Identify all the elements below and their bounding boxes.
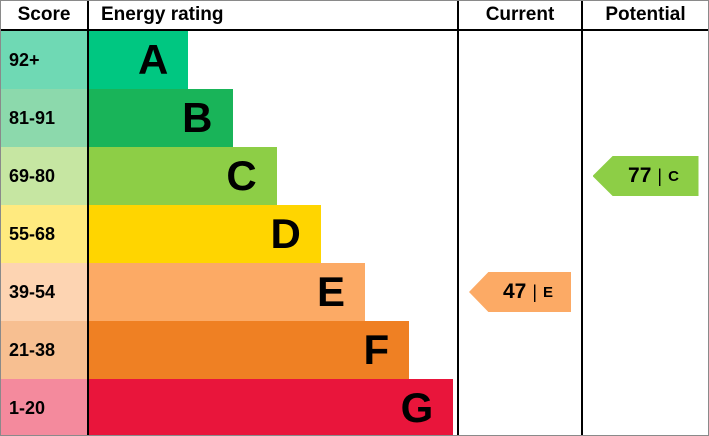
current-rating-band: E <box>543 283 554 301</box>
potential-cell: 77 | C <box>583 147 708 205</box>
band-row-g: 1-20 G <box>1 379 708 435</box>
band-row-b: 81-91 B <box>1 89 708 147</box>
header-score: Score <box>1 1 89 29</box>
band-bar: C <box>89 147 277 205</box>
band-bar: A <box>89 31 189 89</box>
band-score-range: 21-38 <box>1 321 89 379</box>
current-rating-arrow: 47 | E <box>469 272 571 312</box>
potential-rating-value: 77 <box>628 164 652 187</box>
potential-rating-band: C <box>668 167 679 185</box>
current-cell <box>459 89 583 147</box>
band-score-range: 39-54 <box>1 263 89 321</box>
band-row-f: 21-38 F <box>1 321 708 379</box>
potential-cell <box>583 321 708 379</box>
band-bar-track: D <box>89 205 459 263</box>
potential-cell <box>583 379 708 435</box>
current-cell <box>459 321 583 379</box>
band-score-range: 55-68 <box>1 205 89 263</box>
current-cell <box>459 205 583 263</box>
band-letter: F <box>363 326 390 373</box>
band-letter: A <box>138 36 169 83</box>
band-bar: G <box>89 379 454 435</box>
band-score-range: 92+ <box>1 31 89 89</box>
band-letter: B <box>182 94 213 141</box>
header-current: Current <box>459 1 583 29</box>
band-score-range: 69-80 <box>1 147 89 205</box>
band-bar-track: A <box>89 31 459 89</box>
potential-cell <box>583 263 708 321</box>
current-cell: 47 | E <box>459 263 583 321</box>
band-bar-track: C <box>89 147 459 205</box>
current-rating-value: 47 <box>502 280 527 303</box>
arrow-divider: | <box>657 165 663 186</box>
potential-cell <box>583 89 708 147</box>
band-row-c: 69-80 C 77 | C <box>1 147 708 205</box>
band-bar-track: E <box>89 263 459 321</box>
current-cell <box>459 379 583 435</box>
header-row: Score Energy rating Current Potential <box>1 1 708 31</box>
band-bar: F <box>89 321 410 379</box>
potential-cell <box>583 31 708 89</box>
current-cell <box>459 31 583 89</box>
band-bar: B <box>89 89 233 147</box>
header-energy-rating: Energy rating <box>89 1 459 29</box>
potential-rating-arrow: 77 | C <box>592 156 699 196</box>
band-letter: D <box>270 210 301 257</box>
band-row-e: 39-54 E 47 | E <box>1 263 708 321</box>
band-bar-track: F <box>89 321 459 379</box>
band-score-range: 81-91 <box>1 89 89 147</box>
band-bar: D <box>89 205 321 263</box>
header-potential: Potential <box>605 4 686 25</box>
band-row-d: 55-68 D <box>1 205 708 263</box>
band-letter: C <box>226 152 257 199</box>
band-score-range: 1-20 <box>1 379 89 435</box>
band-letter: G <box>400 384 434 431</box>
arrow-divider: | <box>532 281 538 302</box>
current-cell <box>459 147 583 205</box>
band-bar: E <box>89 263 365 321</box>
potential-cell <box>583 205 708 263</box>
band-bar-track: G <box>89 379 459 435</box>
band-letter: E <box>316 268 345 315</box>
band-bar-track: B <box>89 89 459 147</box>
band-row-a: 92+ A <box>1 31 708 89</box>
